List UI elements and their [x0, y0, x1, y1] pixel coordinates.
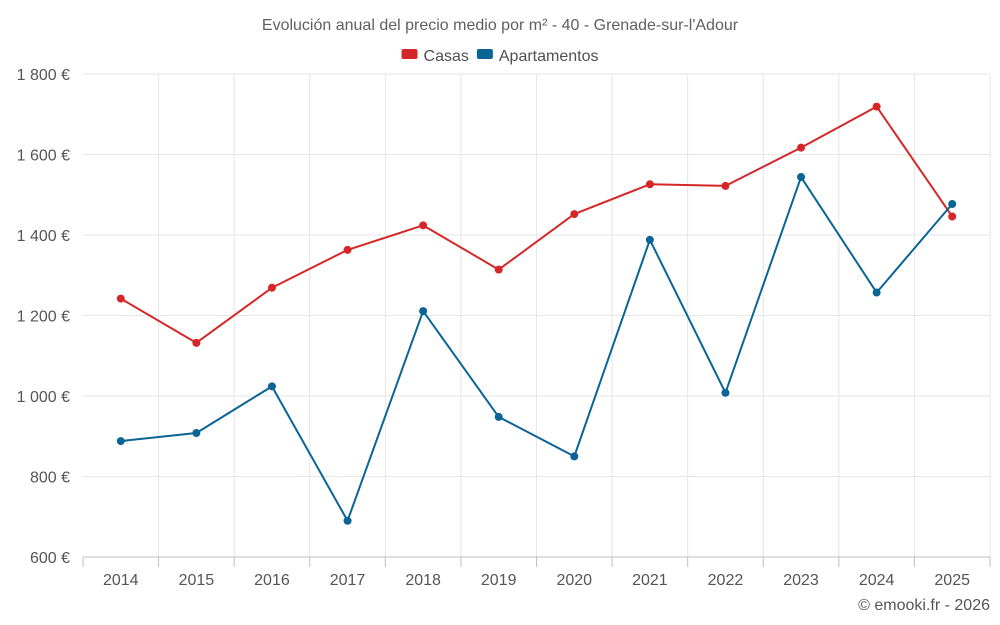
data-point-casas[interactable] [872, 102, 881, 111]
data-point-casas[interactable] [645, 180, 654, 189]
data-point-casas[interactable] [267, 283, 276, 292]
data-point-casas[interactable] [116, 294, 125, 303]
series-apartamentos [116, 173, 957, 525]
series-line-casas [120, 105, 954, 344]
y-tick-label: 1 800 € [17, 67, 70, 84]
x-tick-label: 2018 [405, 572, 441, 589]
legend-label: Casas [424, 48, 469, 65]
copyright-credit: © emooki.fr - 2026 [858, 597, 990, 614]
y-tick-label: 600 € [30, 550, 70, 567]
data-point-apartamentos[interactable] [494, 412, 503, 421]
legend-swatch [476, 49, 493, 59]
data-point-apartamentos[interactable] [948, 200, 957, 209]
data-point-apartamentos[interactable] [570, 452, 579, 461]
y-tick-label: 1 600 € [17, 148, 70, 165]
x-tick-label: 2020 [556, 572, 592, 589]
data-point-apartamentos[interactable] [721, 388, 730, 397]
data-point-casas[interactable] [570, 210, 579, 219]
x-tick-label: 2022 [708, 572, 744, 589]
y-tick-label: 1 200 € [17, 309, 70, 326]
series-line-apartamentos [120, 176, 953, 522]
data-point-apartamentos[interactable] [116, 437, 125, 446]
y-tick-label: 800 € [30, 470, 70, 487]
data-point-apartamentos[interactable] [419, 307, 428, 316]
x-tick-label: 2024 [859, 572, 895, 589]
x-tick-label: 2019 [481, 572, 517, 589]
data-point-casas[interactable] [797, 143, 806, 152]
data-point-casas[interactable] [948, 212, 957, 221]
x-tick-label: 2016 [254, 572, 290, 589]
y-tick-label: 1 400 € [17, 228, 70, 245]
data-point-apartamentos[interactable] [267, 382, 276, 391]
data-point-apartamentos[interactable] [645, 235, 654, 244]
x-tick-label: 2017 [330, 572, 366, 589]
legend[interactable]: Casas Apartamentos [401, 48, 599, 65]
data-point-apartamentos[interactable] [872, 288, 881, 297]
data-point-casas[interactable] [419, 221, 428, 230]
data-point-casas[interactable] [192, 338, 201, 347]
grid-lines [83, 73, 991, 557]
series-layer [116, 102, 957, 525]
series-casas [116, 102, 957, 347]
legend-label: Apartamentos [499, 48, 599, 65]
x-tick-label: 2015 [179, 572, 215, 589]
data-point-casas[interactable] [343, 245, 352, 254]
x-tick-label: 2014 [103, 572, 139, 589]
data-point-casas[interactable] [494, 265, 503, 274]
data-point-apartamentos[interactable] [192, 429, 201, 438]
legend-swatch [401, 49, 418, 59]
data-point-apartamentos[interactable] [797, 173, 806, 182]
x-tick-label: 2021 [632, 572, 668, 589]
x-tick-label: 2025 [934, 572, 970, 589]
data-point-casas[interactable] [721, 181, 730, 190]
chart-title: Evolución anual del precio medio por m² … [262, 17, 739, 34]
axes: 600 € 800 € 1 000 € 1 200 € 1 400 € 1 600 € 1 … [17, 67, 991, 589]
x-tick-label: 2023 [783, 572, 819, 589]
data-point-apartamentos[interactable] [343, 516, 352, 525]
legend-item-casas[interactable]: Casas [401, 48, 469, 65]
y-tick-label: 1 000 € [17, 389, 70, 406]
legend-item-apartamentos[interactable]: Apartamentos [476, 48, 599, 65]
